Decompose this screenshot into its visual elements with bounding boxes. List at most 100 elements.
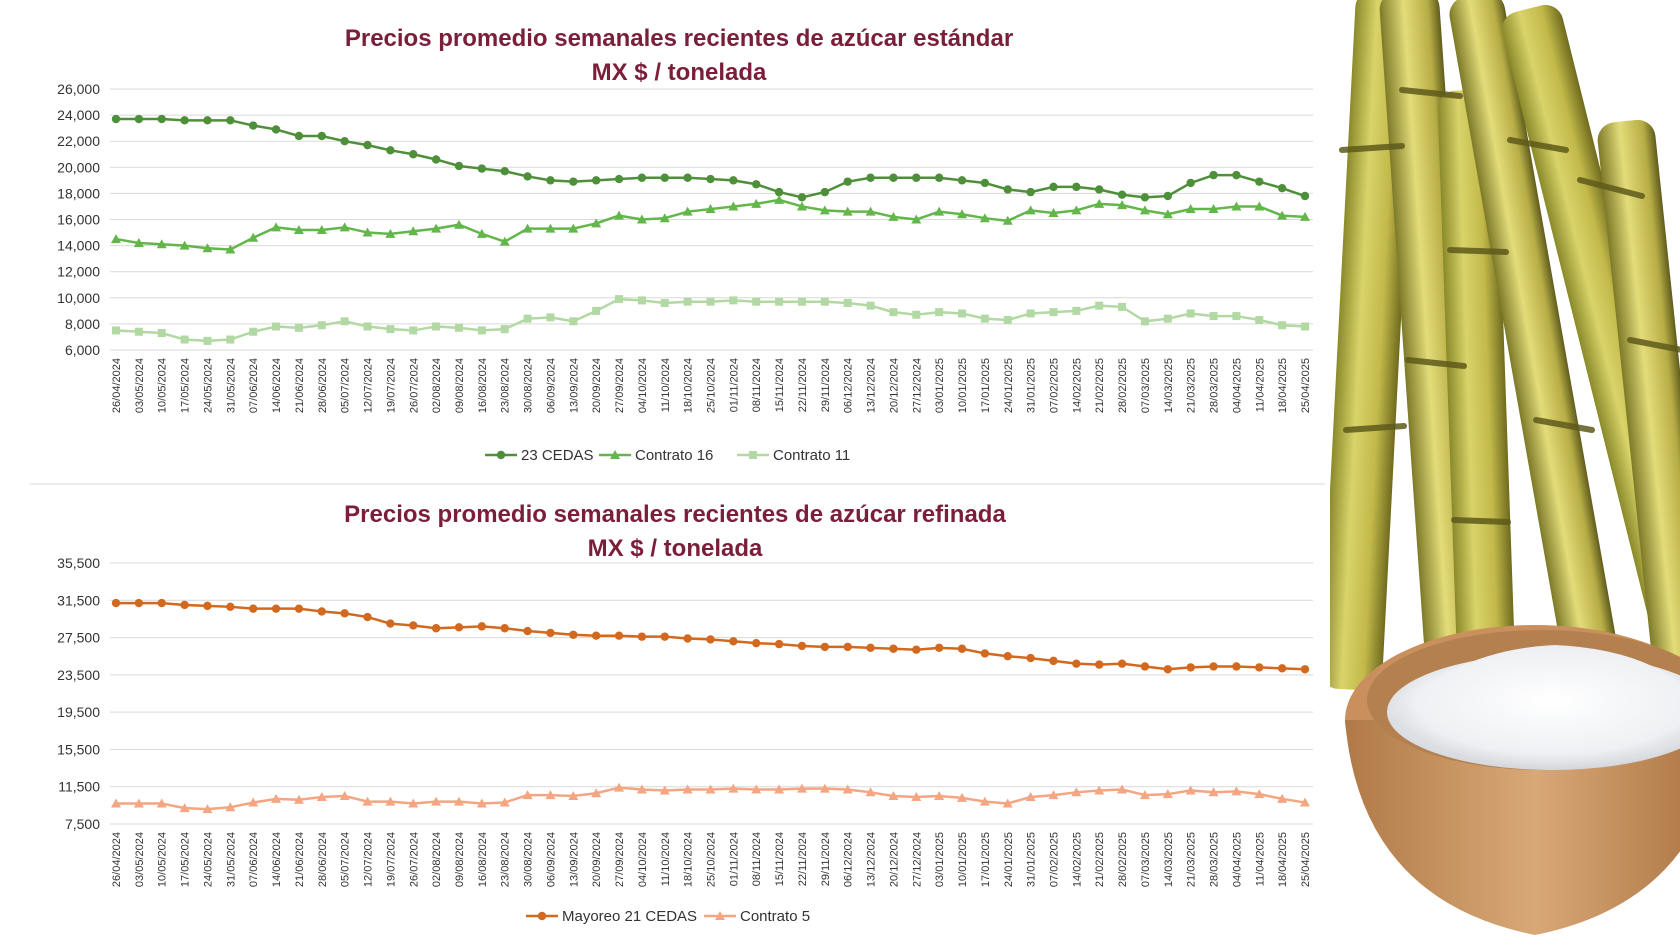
data-point bbox=[614, 210, 625, 220]
data-point bbox=[1026, 653, 1035, 663]
data-point bbox=[1255, 177, 1264, 186]
data-point bbox=[477, 326, 486, 335]
data-point bbox=[683, 634, 692, 643]
data-point bbox=[889, 308, 898, 317]
legend-marker bbox=[749, 451, 757, 459]
data-point bbox=[866, 173, 875, 182]
data-point bbox=[225, 244, 236, 254]
x-tick-label: 13/12/2024 bbox=[866, 832, 878, 887]
data-point bbox=[1049, 656, 1058, 666]
x-tick-label: 04/04/2025 bbox=[1231, 358, 1243, 413]
legend-marker bbox=[537, 911, 547, 921]
data-point bbox=[568, 223, 579, 233]
data-point bbox=[796, 201, 807, 211]
x-tick-label: 21/02/2025 bbox=[1094, 832, 1106, 887]
data-point bbox=[271, 125, 281, 134]
data-point bbox=[1209, 170, 1218, 180]
data-point bbox=[111, 798, 121, 808]
data-point bbox=[248, 604, 258, 613]
data-point bbox=[1163, 665, 1173, 674]
x-tick-label: 31/05/2024 bbox=[225, 358, 237, 413]
y-tick-label: 18,000 bbox=[57, 185, 100, 201]
x-tick-label: 07/02/2025 bbox=[1048, 832, 1060, 887]
x-tick-label: 10/01/2025 bbox=[957, 358, 969, 413]
data-point bbox=[157, 329, 166, 338]
data-point bbox=[157, 598, 166, 608]
data-point bbox=[454, 323, 463, 332]
data-point bbox=[752, 297, 761, 306]
data-point bbox=[934, 173, 944, 182]
data-point bbox=[431, 223, 442, 233]
data-point bbox=[615, 295, 624, 304]
data-point bbox=[592, 306, 601, 315]
data-point bbox=[202, 804, 213, 814]
data-point bbox=[1002, 798, 1013, 808]
data-point bbox=[203, 336, 212, 345]
data-point bbox=[1026, 187, 1035, 197]
data-point bbox=[362, 227, 373, 237]
data-point bbox=[1095, 301, 1104, 310]
data-point bbox=[408, 798, 419, 808]
data-point bbox=[934, 206, 945, 216]
data-point bbox=[454, 161, 464, 171]
data-point bbox=[637, 632, 647, 641]
data-point bbox=[705, 784, 716, 794]
sugarcane-stalks bbox=[1330, 0, 1680, 759]
y-tick-label: 20,000 bbox=[57, 159, 100, 175]
data-point bbox=[385, 796, 396, 806]
data-point bbox=[660, 632, 669, 641]
data-point bbox=[912, 645, 921, 654]
x-tick-label: 05/07/2024 bbox=[340, 832, 352, 887]
data-point bbox=[729, 296, 738, 305]
x-tick-label: 11/04/2025 bbox=[1254, 832, 1266, 886]
data-point bbox=[820, 187, 830, 197]
x-tick-label: 20/09/2024 bbox=[591, 358, 603, 413]
data-point bbox=[819, 205, 830, 215]
data-point bbox=[1300, 211, 1310, 221]
data-point bbox=[614, 782, 625, 792]
x-tick-label: 14/02/2025 bbox=[1071, 832, 1083, 887]
x-tick-label: 29/11/2024 bbox=[820, 832, 832, 886]
data-point bbox=[476, 798, 487, 808]
data-point bbox=[111, 598, 121, 608]
x-tick-label: 17/01/2025 bbox=[980, 832, 992, 887]
data-point bbox=[1278, 321, 1287, 330]
charts-canvas: Precios promedio semanales recientes de … bbox=[30, 25, 1325, 925]
x-tick-label: 28/02/2025 bbox=[1117, 358, 1129, 413]
x-tick-label: 09/08/2024 bbox=[454, 358, 466, 413]
data-point bbox=[453, 219, 464, 229]
x-tick-label: 28/03/2025 bbox=[1209, 832, 1221, 887]
data-point bbox=[1117, 200, 1128, 210]
x-tick-label: 14/06/2024 bbox=[271, 358, 283, 413]
data-point bbox=[386, 325, 395, 334]
x-tick-label: 31/05/2024 bbox=[225, 832, 237, 887]
x-tick-label: 04/10/2024 bbox=[637, 358, 649, 413]
y-tick-label: 14,000 bbox=[57, 238, 100, 254]
x-tick-label: 17/05/2024 bbox=[180, 358, 192, 413]
x-tick-label: 28/06/2024 bbox=[317, 358, 329, 413]
x-tick-label: 11/10/2024 bbox=[660, 358, 672, 412]
data-point bbox=[866, 643, 875, 653]
data-point bbox=[363, 140, 372, 150]
data-point bbox=[1186, 178, 1195, 188]
data-point bbox=[979, 796, 990, 806]
data-point bbox=[820, 642, 830, 652]
data-point bbox=[271, 604, 281, 613]
y-tick-label: 11,500 bbox=[58, 779, 100, 795]
x-tick-label: 20/09/2024 bbox=[591, 832, 603, 887]
data-point bbox=[1232, 170, 1241, 180]
data-point bbox=[569, 317, 578, 326]
data-point bbox=[842, 206, 853, 216]
data-point bbox=[1209, 662, 1218, 671]
data-point bbox=[705, 204, 716, 214]
data-point bbox=[317, 321, 326, 330]
data-point bbox=[660, 173, 669, 182]
data-point bbox=[1140, 193, 1150, 202]
x-tick-label: 14/06/2024 bbox=[271, 832, 283, 887]
x-tick-label: 10/01/2025 bbox=[957, 832, 969, 887]
x-tick-label: 16/08/2024 bbox=[477, 358, 489, 413]
data-point bbox=[979, 213, 990, 223]
x-tick-label: 05/07/2024 bbox=[340, 358, 352, 413]
data-point bbox=[1072, 306, 1081, 315]
data-point bbox=[660, 299, 669, 308]
